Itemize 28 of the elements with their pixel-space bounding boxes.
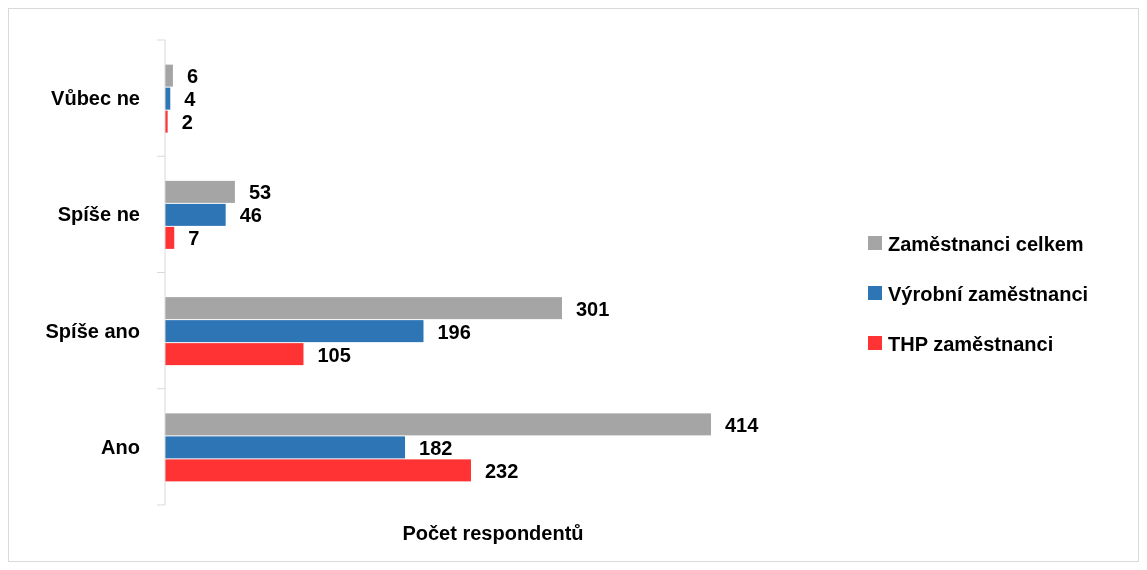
data-label: 53 <box>248 181 272 204</box>
bar <box>165 459 471 482</box>
bar <box>165 320 424 343</box>
legend-label: Výrobní zaměstnanci <box>888 283 1089 305</box>
y-tick-label: Spíše ano <box>45 319 140 342</box>
legend-label: THP zaměstnanci <box>888 333 1054 355</box>
data-label: 105 <box>317 343 351 366</box>
data-label: 7 <box>188 227 200 250</box>
data-label: 46 <box>239 204 262 227</box>
data-label: 4 <box>184 88 197 111</box>
data-label: 6 <box>186 65 199 88</box>
bar <box>165 436 406 459</box>
y-tick-label: Ano <box>101 435 140 458</box>
bar <box>165 343 304 366</box>
x-axis-title: Počet respondentů <box>402 522 584 544</box>
data-label: 301 <box>575 297 610 320</box>
data-label: 232 <box>484 459 519 482</box>
bar <box>165 413 711 436</box>
bar <box>165 203 226 226</box>
bar <box>165 297 562 320</box>
y-tick-label: Vůbec ne <box>51 87 140 110</box>
legend-label: Zaměstnanci celkem <box>888 233 1084 255</box>
data-label: 2 <box>181 111 193 134</box>
bar <box>165 180 235 203</box>
y-tick-label: Spíše ne <box>57 203 140 226</box>
data-label: 196 <box>437 320 471 343</box>
data-label: 182 <box>419 436 453 459</box>
data-label: 414 <box>725 413 760 436</box>
